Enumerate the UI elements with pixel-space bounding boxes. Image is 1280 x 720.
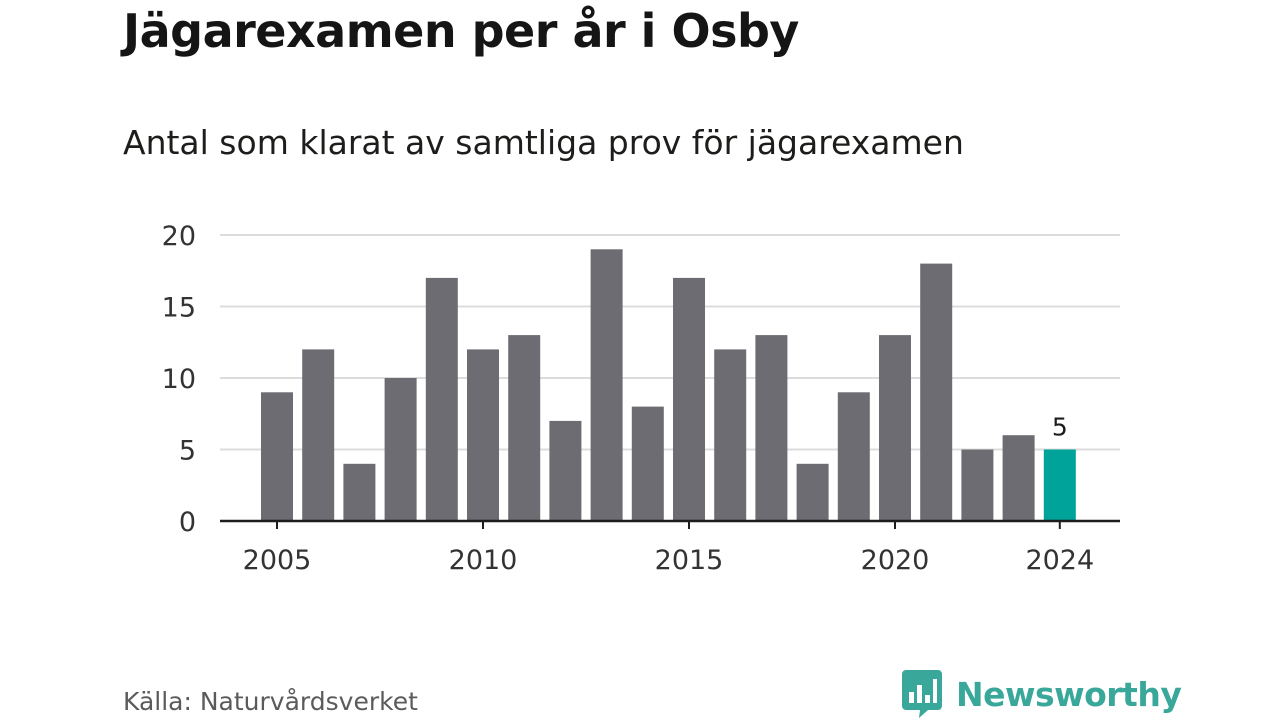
- x-tick-label: 2020: [861, 545, 930, 576]
- bar: [343, 463, 376, 521]
- brand: Newsworthy: [902, 670, 1182, 718]
- bar: [631, 406, 664, 521]
- bar: [425, 277, 458, 521]
- y-tick-label: 0: [179, 507, 196, 538]
- bar: [796, 463, 829, 521]
- source-note: Källa: Naturvårdsverket: [123, 687, 418, 716]
- x-tick-label: 2024: [1025, 545, 1094, 576]
- y-tick-label: 20: [162, 221, 196, 252]
- bar: [714, 349, 747, 521]
- y-tick-label: 5: [179, 436, 196, 467]
- bar: [1043, 449, 1076, 521]
- bar: [261, 392, 293, 521]
- y-tick-label: 15: [162, 293, 196, 324]
- bar: [755, 335, 788, 521]
- bar: [1002, 435, 1035, 521]
- bars: [261, 249, 1076, 522]
- bar: [961, 449, 994, 521]
- newsworthy-logo-icon: [902, 670, 942, 718]
- bar: [673, 277, 705, 521]
- bar: [549, 420, 582, 521]
- bar: [508, 335, 541, 521]
- data-labels: 5: [1052, 413, 1068, 442]
- bar: [590, 249, 623, 522]
- data-label: 5: [1052, 413, 1068, 442]
- bar: [837, 392, 870, 521]
- bar: [879, 335, 911, 521]
- x-tick-label: 2005: [243, 545, 312, 576]
- y-tick-label: 10: [162, 364, 196, 395]
- grid-lines: [220, 234, 1120, 451]
- chart-subtitle: Antal som klarat av samtliga prov för jä…: [123, 123, 964, 162]
- y-axis-ticks: 0 5 10 15 20: [162, 221, 196, 538]
- x-tick-label: 2010: [449, 545, 518, 576]
- bar: [920, 263, 953, 521]
- x-tick-label: 2015: [655, 545, 724, 576]
- chart-title: Jägarexamen per år i Osby: [123, 4, 799, 58]
- x-axis-ticks: 2005 2010 2015 2020 2024: [243, 521, 1094, 576]
- bar: [467, 349, 499, 521]
- bar: [384, 378, 417, 521]
- bar: [302, 349, 335, 521]
- brand-name: Newsworthy: [956, 674, 1182, 714]
